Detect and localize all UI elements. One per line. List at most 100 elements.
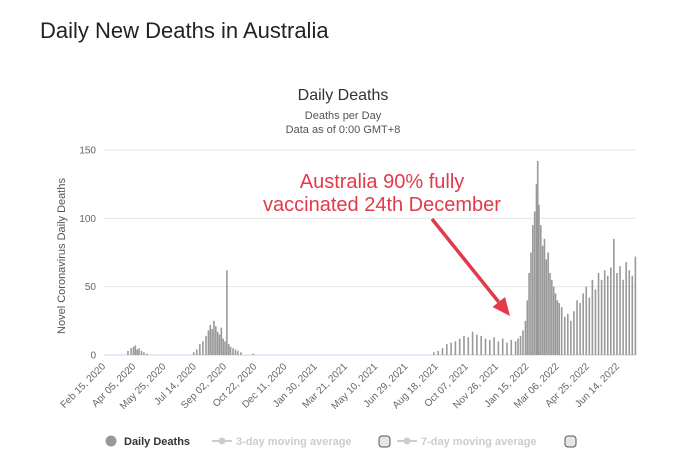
bar[interactable] (215, 326, 217, 355)
bar[interactable] (140, 350, 143, 355)
bar[interactable] (539, 225, 542, 355)
bar[interactable] (519, 335, 522, 355)
bar[interactable] (625, 262, 627, 355)
bar[interactable] (603, 270, 606, 355)
bar[interactable] (213, 320, 215, 355)
bar[interactable] (533, 211, 536, 356)
bar[interactable] (563, 316, 566, 355)
bar[interactable] (222, 338, 224, 355)
bar[interactable] (600, 279, 603, 355)
bar[interactable] (582, 293, 584, 356)
bar[interactable] (220, 327, 223, 355)
bar[interactable] (551, 279, 553, 355)
bar[interactable] (454, 341, 457, 355)
bar[interactable] (130, 348, 132, 355)
bar[interactable] (570, 320, 572, 355)
bar[interactable] (556, 300, 559, 355)
legend-checkbox-7-day[interactable] (564, 435, 577, 448)
bar[interactable] (227, 344, 230, 355)
bar[interactable] (237, 350, 239, 355)
bar[interactable] (594, 289, 597, 355)
bar[interactable] (538, 204, 540, 355)
bar[interactable] (536, 160, 539, 355)
bar[interactable] (467, 337, 470, 355)
bar[interactable] (588, 297, 591, 355)
bar[interactable] (476, 334, 478, 356)
bar[interactable] (437, 350, 439, 355)
bar[interactable] (631, 275, 634, 355)
bar[interactable] (501, 338, 504, 355)
bar[interactable] (445, 344, 448, 355)
bar[interactable] (543, 238, 546, 355)
bar[interactable] (613, 238, 615, 355)
bar[interactable] (517, 338, 519, 355)
bar[interactable] (522, 330, 524, 355)
bar[interactable] (619, 266, 621, 355)
bar[interactable] (524, 320, 527, 355)
bar[interactable] (541, 245, 544, 355)
bar[interactable] (211, 329, 213, 355)
bar[interactable] (199, 344, 201, 355)
bar[interactable] (450, 342, 452, 355)
bar[interactable] (526, 300, 529, 355)
bar[interactable] (134, 345, 137, 355)
bar[interactable] (552, 286, 555, 355)
bar[interactable] (634, 256, 637, 355)
bar[interactable] (531, 225, 534, 355)
bar[interactable] (209, 324, 212, 355)
bar[interactable] (558, 303, 561, 355)
bar[interactable] (610, 267, 612, 355)
bar[interactable] (549, 273, 551, 355)
bar[interactable] (506, 342, 508, 355)
bar[interactable] (545, 259, 548, 355)
bar[interactable] (488, 339, 491, 355)
bar[interactable] (252, 353, 255, 355)
bar[interactable] (510, 339, 513, 355)
bar[interactable] (622, 279, 624, 355)
bar[interactable] (616, 273, 618, 355)
bar[interactable] (146, 353, 148, 355)
bar[interactable] (628, 270, 631, 355)
bar[interactable] (597, 273, 600, 355)
bar[interactable] (591, 279, 594, 355)
bar[interactable] (136, 349, 138, 355)
bar[interactable] (202, 341, 204, 355)
bar[interactable] (234, 349, 237, 355)
bar[interactable] (458, 338, 461, 355)
bar[interactable] (224, 341, 226, 355)
bar[interactable] (567, 314, 569, 355)
bar[interactable] (585, 286, 588, 355)
bar[interactable] (547, 252, 549, 356)
bar[interactable] (229, 346, 232, 355)
legend-item-daily-deaths[interactable]: Daily Deaths (105, 435, 191, 449)
bar[interactable] (579, 303, 581, 355)
bar[interactable] (576, 300, 578, 355)
bar[interactable] (205, 335, 207, 355)
bar[interactable] (554, 293, 557, 356)
bar[interactable] (606, 275, 609, 355)
bar[interactable] (207, 330, 210, 355)
bar[interactable] (226, 270, 228, 355)
bar[interactable] (132, 346, 135, 355)
bar[interactable] (480, 335, 482, 355)
bar[interactable] (232, 348, 234, 355)
bar[interactable] (463, 335, 465, 355)
legend-checkbox-3-day[interactable] (378, 435, 391, 448)
bar[interactable] (573, 311, 575, 355)
bar[interactable] (514, 341, 517, 355)
bar[interactable] (535, 184, 538, 355)
bar[interactable] (143, 352, 145, 355)
bar[interactable] (497, 341, 500, 355)
legend-item-7-day-average[interactable]: 7-day moving average (397, 435, 577, 448)
bar[interactable] (471, 331, 474, 355)
bar[interactable] (240, 352, 242, 355)
bar[interactable] (195, 349, 198, 355)
legend-item-3-day-average[interactable]: 3-day moving average (212, 435, 391, 448)
bar[interactable] (433, 352, 435, 355)
bar[interactable] (216, 331, 219, 355)
bar[interactable] (441, 348, 444, 355)
bar[interactable] (127, 350, 129, 355)
bar[interactable] (560, 307, 563, 355)
bar[interactable] (530, 252, 532, 356)
bar[interactable] (484, 338, 487, 355)
